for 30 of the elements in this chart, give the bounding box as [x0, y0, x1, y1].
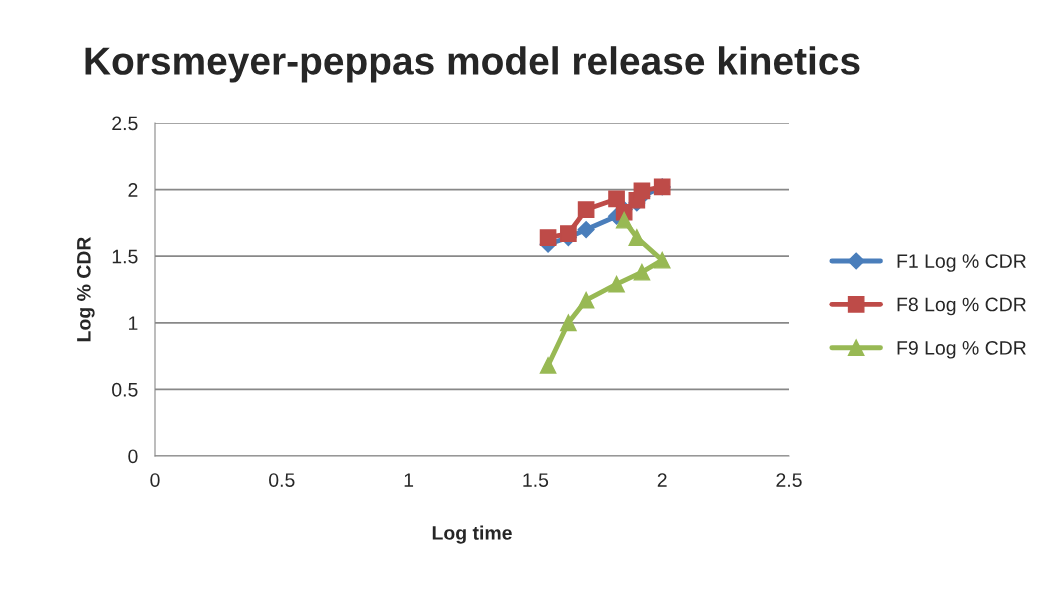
y-tick-label: 1.5 [112, 249, 138, 264]
point [633, 182, 651, 200]
legend-label: F9 Log % CDR [897, 341, 1026, 359]
point [633, 263, 651, 281]
point [615, 211, 633, 229]
x-tick-label: 0 [150, 473, 160, 487]
x-tick-label: 2.5 [776, 473, 802, 487]
point [608, 275, 625, 293]
point [577, 201, 595, 218]
x-axis-title: Log time [432, 525, 512, 544]
legend-label: F1 Log % CDR [897, 254, 1026, 272]
x-tick-label: 1.5 [523, 473, 549, 487]
y-tick-label: 1 [129, 316, 138, 330]
legend-label: F8 Log % CDR [897, 297, 1026, 316]
point [539, 357, 557, 374]
chart-title: Korsmeyer-peppas model release kinetics [85, 46, 860, 83]
x-tick-label: 0.5 [269, 473, 295, 487]
point [560, 225, 577, 242]
point [577, 221, 595, 239]
y-tick-label: 0 [128, 449, 138, 464]
y-tick-label: 2.5 [112, 116, 138, 131]
point [539, 229, 557, 246]
y-tick-label: 0.5 [112, 382, 138, 397]
point [560, 314, 577, 332]
x-tick-label: 2 [657, 473, 667, 487]
x-tick-label: 1 [404, 473, 414, 487]
point [653, 251, 671, 269]
point [577, 291, 595, 309]
y-tick-label: 2 [128, 183, 138, 197]
y-axis-title: Log % CDR [76, 236, 95, 342]
